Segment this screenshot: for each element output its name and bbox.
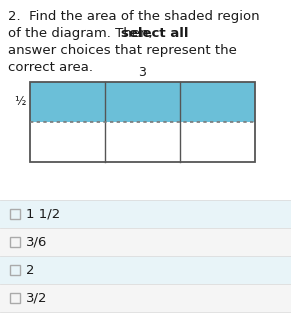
Text: 3/2: 3/2: [26, 291, 47, 305]
Text: 2.  Find the area of the shaded region: 2. Find the area of the shaded region: [8, 10, 260, 23]
Text: ½: ½: [15, 96, 26, 108]
Text: answer choices that represent the: answer choices that represent the: [8, 44, 237, 57]
Bar: [0, 256, 291, 284]
Bar: [30, 82, 255, 162]
Bar: [0, 200, 291, 228]
Bar: [30, 82, 255, 122]
Text: 2: 2: [26, 264, 35, 276]
Bar: [10, 237, 20, 247]
Bar: [0, 284, 291, 312]
Bar: [10, 293, 20, 303]
Text: 3: 3: [139, 66, 146, 79]
Text: of the diagram. Then,: of the diagram. Then,: [8, 27, 157, 40]
Text: 3/6: 3/6: [26, 236, 47, 248]
Text: correct area.: correct area.: [8, 61, 93, 74]
Bar: [0, 228, 291, 256]
Text: select all: select all: [121, 27, 189, 40]
Bar: [10, 265, 20, 275]
Text: 1 1/2: 1 1/2: [26, 207, 60, 221]
Bar: [10, 209, 20, 219]
Bar: [30, 122, 255, 162]
